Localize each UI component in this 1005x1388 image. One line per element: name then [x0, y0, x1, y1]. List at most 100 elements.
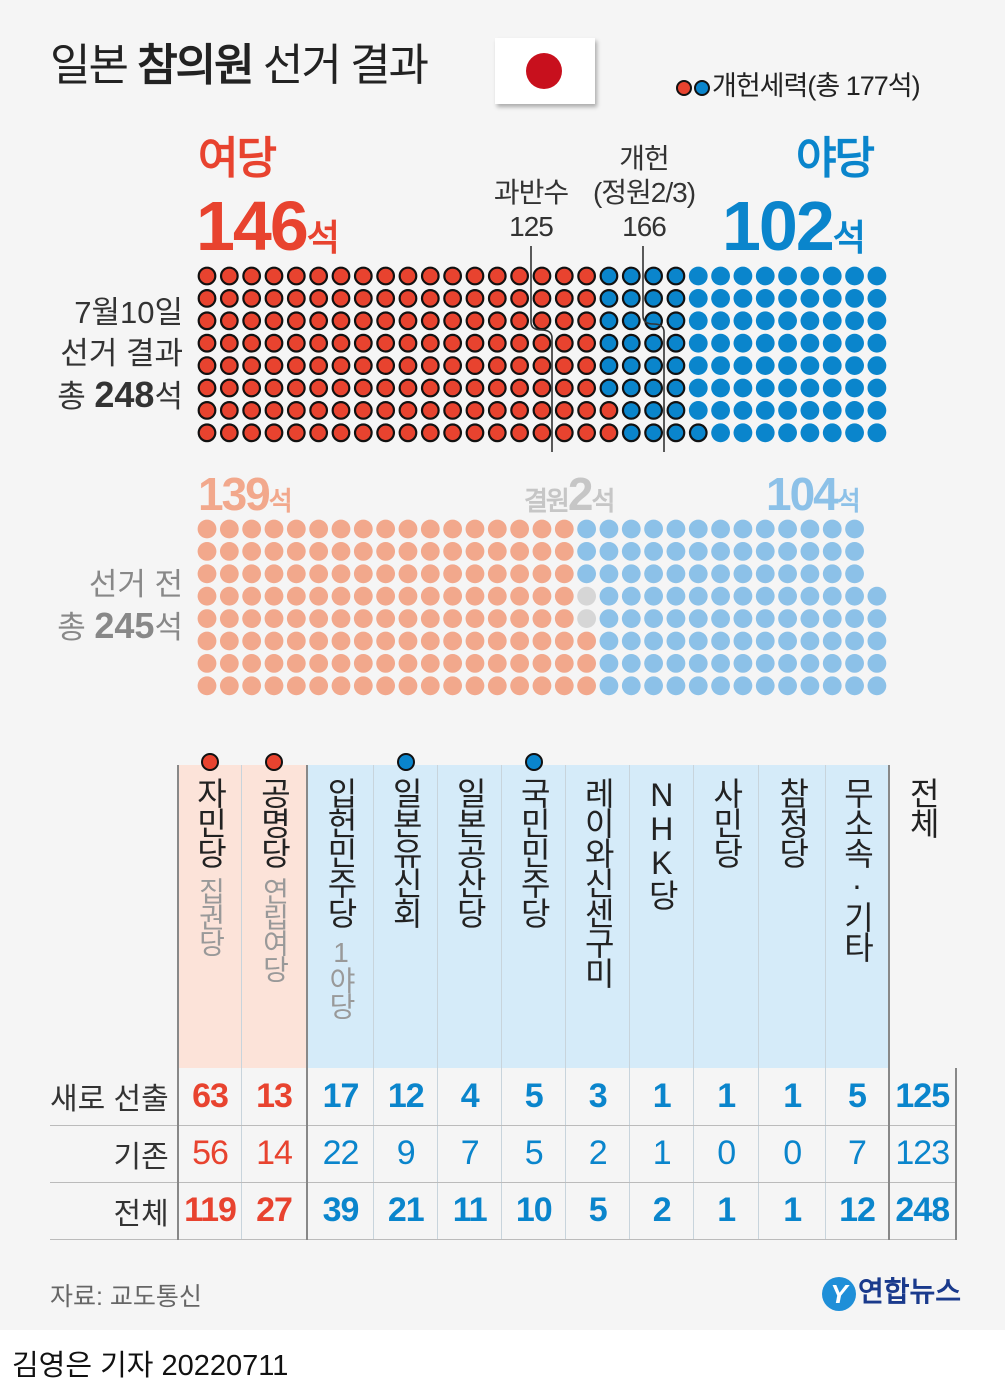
seat-dot — [532, 266, 552, 286]
seat-dot — [644, 378, 663, 398]
party-name: 참정당 — [774, 777, 811, 867]
seat-dot — [510, 654, 530, 673]
total-number: 248 — [94, 374, 155, 415]
seat-dot — [376, 586, 396, 606]
top-grid-side-label: 7월10일 선거 결과 총 248석 — [57, 292, 183, 417]
table-cell: 5 — [565, 1182, 630, 1240]
seat-dot — [644, 609, 663, 628]
seat-dot — [420, 311, 440, 331]
seat-dot — [554, 564, 574, 584]
table-row: 새로 선출 63 13 17 12 4 5 3 1 1 1 5 125 — [50, 1068, 957, 1126]
seat-dot — [688, 401, 708, 420]
seat-dot — [443, 609, 463, 628]
seat-dot — [688, 266, 708, 286]
seat-dot — [331, 378, 351, 398]
seat-dot — [197, 654, 217, 673]
revision-label-line: 개헌 — [619, 143, 670, 174]
seat-dot — [264, 311, 284, 331]
seat-dot — [599, 542, 619, 561]
seat-dot — [376, 266, 396, 286]
seat-dot — [465, 423, 485, 443]
seat-dot — [465, 542, 485, 561]
seat-dot — [465, 609, 485, 628]
seat-dot — [264, 266, 284, 286]
seat-dot — [197, 266, 217, 286]
seat-dot — [219, 289, 239, 308]
seat-dot — [532, 564, 552, 584]
seat-dot — [733, 519, 753, 539]
seat-dot — [666, 266, 686, 286]
seat-dot — [577, 311, 597, 331]
seat-dot — [644, 542, 663, 561]
seat-dot — [264, 423, 284, 443]
seat-dot — [599, 311, 619, 331]
seat-dot — [666, 654, 686, 673]
seat-dot — [599, 423, 619, 443]
seat-dot — [778, 401, 797, 420]
seat-dot — [510, 333, 530, 353]
seat-dot — [487, 586, 507, 606]
party-name: NHK당 — [643, 777, 680, 909]
seat-dot — [331, 401, 351, 420]
seat-dot — [398, 631, 418, 651]
seat-dot — [666, 401, 686, 420]
legend-blue-dot-icon — [694, 79, 710, 96]
table-cell: 125 — [887, 1068, 957, 1126]
seat-dot — [197, 289, 217, 308]
seat-dot — [867, 654, 887, 673]
seat-dot — [778, 519, 797, 539]
seat-dot — [242, 289, 262, 308]
seat-dot — [309, 676, 329, 696]
seat-dot — [353, 542, 373, 561]
seat-dot — [666, 519, 686, 539]
seat-dot — [554, 519, 574, 539]
seat-dot — [822, 401, 842, 420]
seat-dot — [398, 519, 418, 539]
corner-cell — [50, 765, 178, 1068]
table-cell: 12 — [373, 1068, 438, 1126]
seat-dot — [554, 631, 574, 651]
seat-dot — [420, 423, 440, 443]
total-unit: 석 — [154, 610, 183, 645]
seat-dot — [778, 654, 797, 673]
seat-dot — [688, 586, 708, 606]
seat-dot — [822, 586, 842, 606]
party-seat-table: 자민당 집권당 공명당 연립여당 입헌민주당 1야당 일본유신회 일본공산당 국민민주당 레이와신… — [50, 753, 957, 1240]
seat-dot — [845, 423, 864, 443]
seat-dot — [242, 519, 262, 539]
seat-dot — [755, 654, 775, 673]
seat-dot — [465, 378, 485, 398]
table-cell: 5 — [825, 1068, 889, 1126]
table-cell: 12 — [825, 1182, 889, 1240]
seat-dot — [331, 311, 351, 331]
party-subtitle: 연립여당 — [259, 877, 290, 981]
seat-dot — [197, 311, 217, 331]
party-name: 입헌민주당 — [322, 777, 359, 927]
seat-dot — [666, 289, 686, 308]
title-emphasis: 참의원 — [137, 41, 254, 90]
seat-dot — [242, 378, 262, 398]
seat-dot — [398, 311, 418, 331]
seat-dot — [778, 609, 797, 628]
seat-dot — [510, 586, 530, 606]
seat-dot — [621, 266, 641, 286]
seat-dot — [398, 401, 418, 420]
seat-dot — [822, 356, 842, 375]
seat-dot — [219, 311, 239, 331]
seat-dot — [420, 289, 440, 308]
table-cell: 63 — [176, 1068, 242, 1126]
majority-label: 과반수 — [493, 177, 569, 208]
seat-dot — [621, 631, 641, 651]
seat-dot — [822, 542, 842, 561]
seat-dot — [800, 654, 820, 673]
seat-dot — [376, 401, 396, 420]
seat-dot — [376, 311, 396, 331]
seat-dot — [219, 378, 239, 398]
byline: 김영은 기자 20220711 — [12, 1350, 289, 1382]
seat-dot — [376, 289, 396, 308]
table-cell: 1 — [693, 1068, 759, 1126]
seat-dot — [376, 542, 396, 561]
seat-dot — [755, 631, 775, 651]
seat-dot — [554, 423, 574, 443]
majority-marker-label: 과반수 125 — [490, 176, 572, 244]
